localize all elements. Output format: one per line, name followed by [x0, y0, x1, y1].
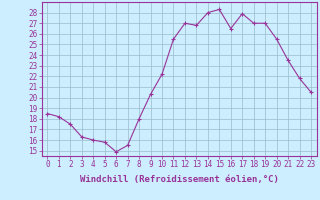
- X-axis label: Windchill (Refroidissement éolien,°C): Windchill (Refroidissement éolien,°C): [80, 175, 279, 184]
